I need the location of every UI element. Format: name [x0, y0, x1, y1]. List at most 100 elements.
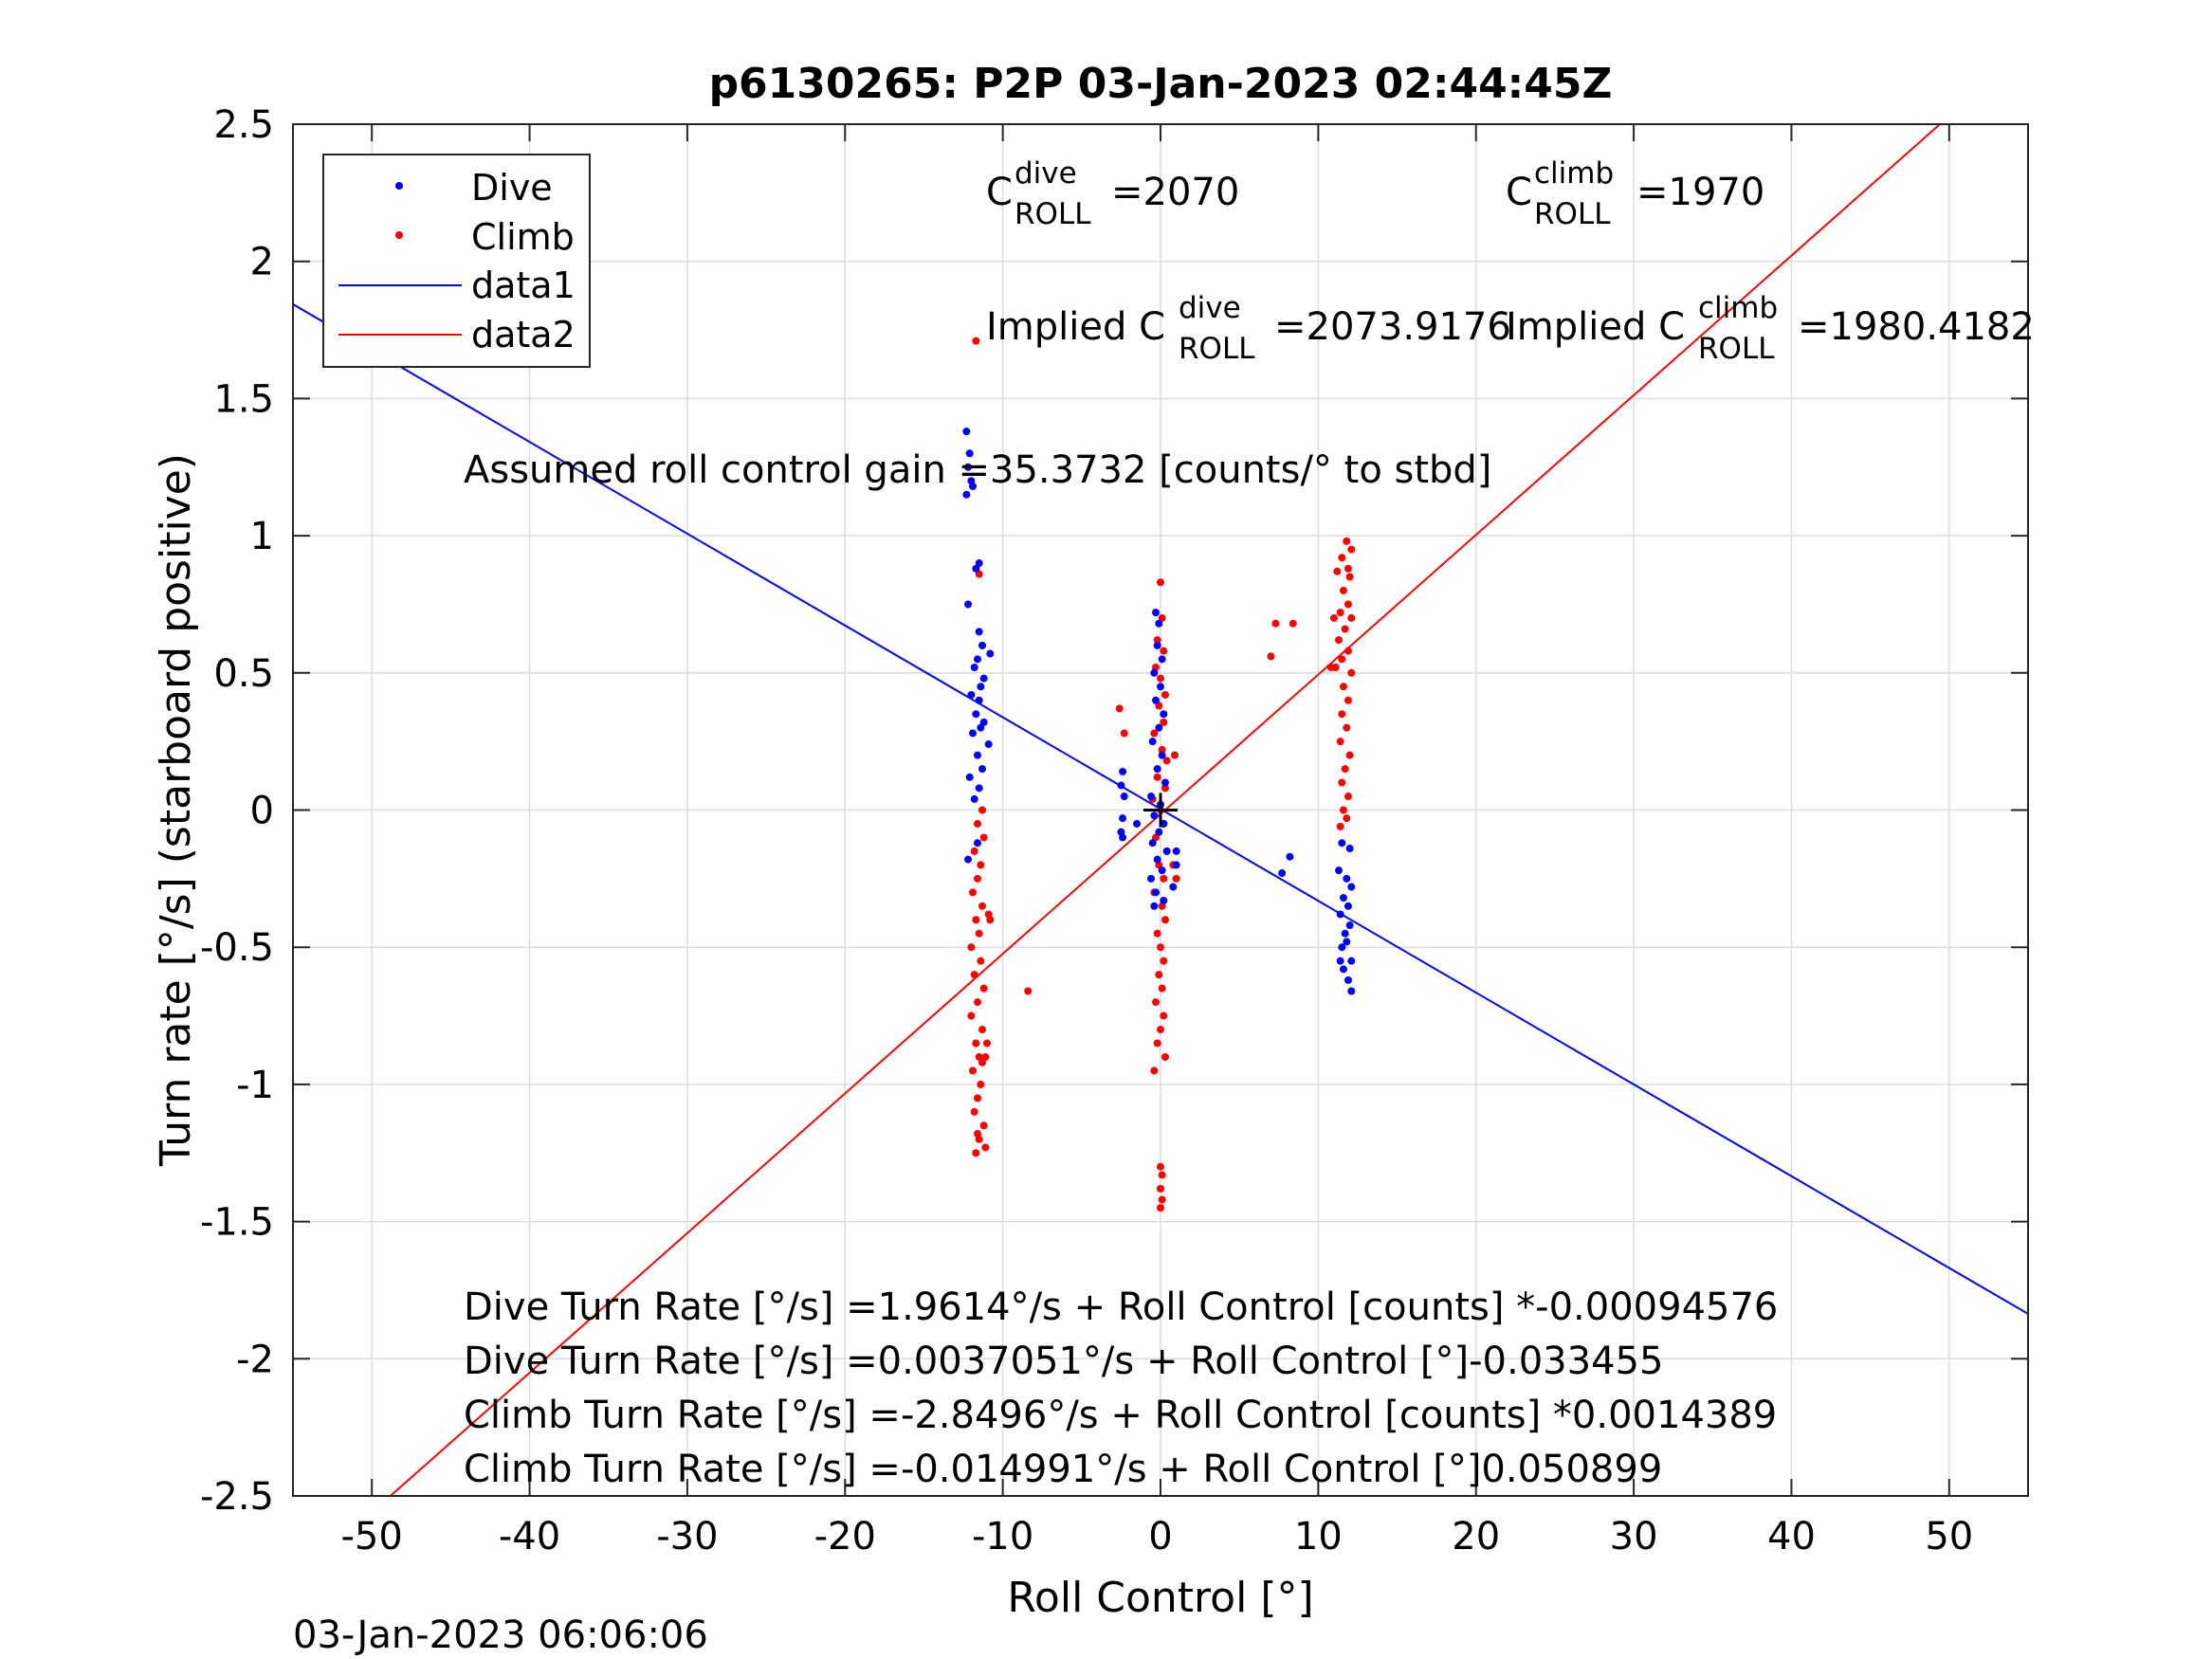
y-tick-label: -1.5: [200, 1201, 274, 1245]
climb-point: [1347, 668, 1356, 677]
climb-point: [1158, 1195, 1166, 1204]
climb-point: [1344, 600, 1352, 609]
dive-point: [1148, 839, 1157, 848]
legend-data1-label: data1: [471, 264, 576, 306]
climb-point: [1341, 625, 1349, 633]
dive-point: [986, 649, 995, 658]
climb-point: [981, 1052, 990, 1061]
tick-marks: [293, 123, 2028, 1497]
climb-point: [1170, 751, 1179, 759]
dive-point: [1155, 619, 1163, 628]
climb-point: [1115, 704, 1124, 713]
climb-point: [978, 1058, 987, 1066]
dive-point: [1158, 866, 1166, 875]
climb-point: [1153, 1039, 1161, 1048]
climb-point: [1155, 971, 1163, 979]
x-tick-label: -20: [814, 1515, 876, 1559]
dive-point: [1345, 845, 1354, 853]
climb-point: [1289, 619, 1297, 628]
svg-text:Implied C: Implied C: [1506, 305, 1685, 349]
climb-point: [1161, 784, 1169, 793]
dive-point: [1347, 987, 1356, 995]
x-tick-label: 20: [1452, 1515, 1500, 1559]
dive-point: [978, 641, 987, 649]
x-tick-label: 40: [1767, 1515, 1816, 1559]
climb-point: [1339, 586, 1347, 594]
dive-point: [1155, 723, 1163, 732]
dive-point: [1157, 683, 1164, 691]
y-tick-label: 1.5: [213, 377, 274, 421]
annotation-implied-climb: Implied C climb ROLL =1980.4182: [1506, 291, 2035, 366]
climb-point: [1157, 1162, 1164, 1171]
climb-point: [974, 1129, 982, 1138]
climb-point: [978, 1026, 987, 1034]
dive-point: [975, 628, 983, 636]
climb-point: [1336, 609, 1344, 617]
climb-point: [1024, 987, 1033, 995]
climb-point: [1161, 690, 1169, 699]
y-tick-label: -2: [236, 1338, 274, 1381]
annotation-eq-dive-counts: Dive Turn Rate [°/s] =1.9614°/s + Roll C…: [464, 1285, 1778, 1329]
dive-point: [972, 564, 980, 573]
climb-point: [975, 570, 983, 578]
y-tick-label: 0.5: [213, 652, 274, 696]
climb-point: [1158, 1171, 1166, 1179]
climb-point: [1157, 1026, 1164, 1034]
svg-text:climb: climb: [1698, 291, 1778, 325]
dive-point: [965, 773, 974, 781]
climb-point: [1150, 729, 1159, 738]
climb-point: [1333, 567, 1342, 575]
dive-point: [1152, 609, 1161, 617]
dive-points: [962, 428, 1356, 995]
climb-point: [1152, 833, 1161, 842]
dive-point: [1339, 894, 1347, 902]
climb-point: [975, 1052, 983, 1061]
dive-point: [1158, 655, 1166, 664]
y-tick-label: -0.5: [200, 926, 274, 970]
dive-point: [979, 674, 988, 683]
climb-point: [972, 916, 980, 924]
dive-point: [967, 690, 976, 699]
legend-data2-label: data2: [471, 314, 576, 356]
svg-text:dive: dive: [1015, 156, 1077, 191]
dive-point: [1169, 883, 1178, 891]
y-tick-label: -1: [236, 1064, 274, 1107]
climb-point: [1343, 814, 1351, 823]
climb-point: [1153, 773, 1161, 781]
climb-point: [977, 861, 985, 869]
climb-point: [974, 819, 982, 828]
dive-point: [1158, 751, 1166, 759]
dive-point: [1160, 897, 1168, 905]
climb-points: [967, 337, 1356, 1212]
dive-point: [975, 696, 983, 704]
svg-text:=2073.9176: =2073.9176: [1274, 305, 1511, 349]
climb-point: [969, 1066, 978, 1075]
climb-point: [967, 943, 976, 952]
dive-point: [1344, 975, 1352, 984]
dive-point: [962, 428, 971, 436]
dive-point: [1152, 888, 1161, 897]
svg-text:=2070: =2070: [1111, 171, 1239, 214]
climb-point: [1344, 793, 1352, 801]
dive-point: [1336, 957, 1344, 965]
climb-point: [1345, 573, 1354, 581]
climb-point: [1271, 619, 1280, 628]
climb-point: [983, 1039, 991, 1048]
climb-point: [1161, 1052, 1169, 1061]
climb-point: [1267, 652, 1275, 661]
svg-text:ROLL: ROLL: [1015, 197, 1091, 231]
x-tick-label: -30: [656, 1515, 718, 1559]
svg-text:=1980.4182: =1980.4182: [1798, 305, 2035, 349]
dive-point: [1119, 814, 1127, 823]
dive-point: [1162, 847, 1171, 855]
climb-point: [1344, 696, 1352, 704]
origin-marker: [1143, 793, 1178, 828]
climb-point: [1157, 578, 1164, 587]
dive-point: [1152, 696, 1161, 704]
climb-point: [975, 929, 983, 938]
climb-point: [977, 1080, 985, 1088]
dive-point: [1343, 938, 1351, 946]
dive-point: [1336, 910, 1344, 919]
climb-point: [977, 957, 985, 965]
